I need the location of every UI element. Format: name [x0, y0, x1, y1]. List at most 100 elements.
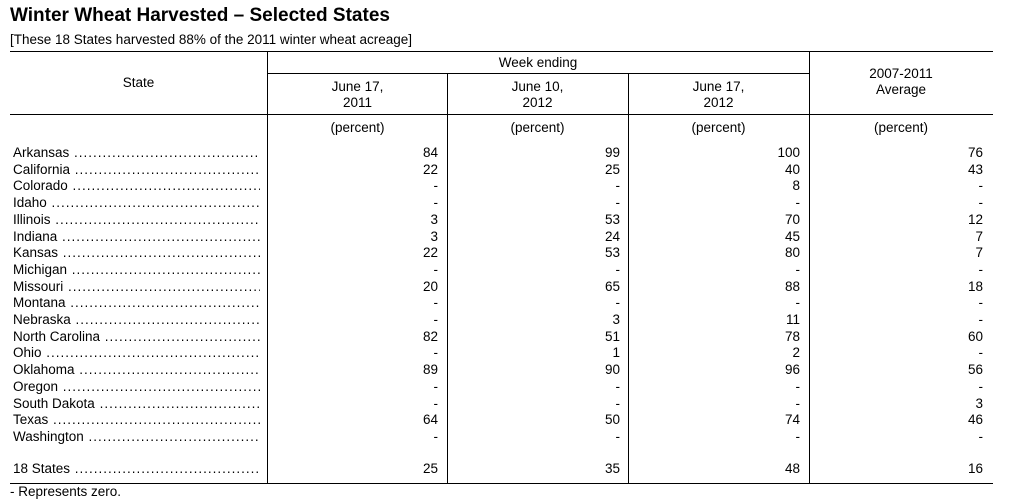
row-value-col-3: 8 [792, 178, 800, 194]
header-col-1: June 17, 2011 [267, 79, 448, 111]
table-row: Illinois ...............................… [0, 212, 1024, 229]
row-value-col-1: - [433, 378, 439, 394]
row-value-col-4: 3 [975, 395, 983, 411]
row-state-label: Idaho [13, 195, 47, 211]
row-value-col-2: 1 [612, 345, 620, 361]
row-value-col-1: 3 [430, 211, 438, 227]
row-value-col-2: - [615, 428, 621, 444]
row-value-col-4: 7 [975, 245, 983, 261]
bottom-rule [10, 483, 993, 484]
row-value-col-2: 50 [604, 412, 620, 428]
row-value-col-2: 65 [604, 278, 620, 294]
row-value-col-3: 2 [792, 345, 800, 361]
row-value-col-1: - [433, 195, 439, 211]
table-row: Colorado ...............................… [0, 178, 1024, 195]
row-value-col-3: 100 [777, 145, 800, 160]
row-value-col-2: 25 [604, 161, 620, 177]
table-row: Montana ................................… [0, 295, 1024, 312]
row-value-col-2: - [615, 378, 621, 394]
row-state-label: Montana [13, 295, 66, 311]
leader-dots: ........................................… [99, 395, 260, 411]
week-ending-rule [267, 73, 809, 74]
header-col-3: June 17, 2012 [628, 79, 809, 111]
table-title: Winter Wheat Harvested – Selected States [10, 5, 390, 26]
header-col-4-line2: Average [875, 82, 927, 97]
table-row: Kansas .................................… [0, 245, 1024, 262]
row-value-col-2: 90 [604, 362, 620, 378]
col-divider-3 [628, 73, 629, 484]
leader-dots: ........................................… [68, 278, 260, 294]
row-state-label: Texas [13, 412, 49, 428]
table-row: North Carolina .........................… [0, 329, 1024, 346]
row-value-col-3: 78 [784, 328, 800, 344]
row-value-col-2: - [615, 295, 621, 311]
leader-dots: ........................................… [74, 460, 260, 476]
row-state-cell: Kansas .................................… [13, 245, 260, 261]
leader-dots: ........................................… [74, 161, 260, 177]
leader-dots: ........................................… [75, 312, 260, 327]
unit-col-1: (percent) [330, 120, 385, 135]
row-value-col-1: - [433, 428, 439, 444]
leader-dots: ........................................… [88, 428, 260, 444]
header-week-ending: Week ending [498, 55, 578, 70]
header-col-3-line1: June 17, [692, 79, 745, 94]
row-value-col-1: 3 [430, 228, 438, 244]
row-value-col-2: 51 [604, 328, 620, 344]
table-subtitle: [These 18 States harvested 88% of the 20… [10, 32, 413, 47]
footnote: - Represents zero. [10, 484, 122, 499]
row-value-col-4: - [978, 295, 984, 311]
row-value-col-4: 43 [967, 161, 983, 177]
row-value-col-3: - [795, 261, 801, 277]
table-row: California .............................… [0, 162, 1024, 179]
col-divider-2 [447, 73, 448, 484]
row-value-col-2: 35 [604, 460, 620, 476]
row-value-col-3: 48 [784, 460, 800, 476]
row-state-label: Illinois [13, 211, 51, 227]
row-value-col-1: - [433, 295, 439, 311]
leader-dots: ........................................… [46, 345, 260, 361]
unit-col-2: (percent) [510, 120, 565, 135]
leader-dots: ........................................… [70, 295, 260, 311]
row-value-col-1: - [433, 261, 439, 277]
row-state-label: Oklahoma [13, 362, 75, 378]
leader-dots: ........................................… [74, 145, 260, 160]
row-value-col-1: - [433, 178, 439, 194]
row-value-col-1: 84 [422, 145, 438, 160]
header-col-2: June 10, 2012 [447, 79, 628, 111]
row-value-col-1: 22 [422, 161, 438, 177]
row-state-label: Nebraska [13, 312, 71, 327]
row-value-col-4: 12 [967, 211, 983, 227]
row-state-cell: Montana ................................… [13, 295, 260, 311]
row-value-col-3: 96 [784, 362, 800, 378]
row-state-label: Washington [13, 428, 84, 444]
col-divider-1 [267, 51, 268, 484]
row-value-col-4: - [978, 378, 984, 394]
row-state-cell: Oklahoma ...............................… [13, 362, 260, 378]
row-state-cell: Oregon .................................… [13, 379, 260, 395]
table-row: Oregon .................................… [0, 379, 1024, 396]
row-value-col-1: - [433, 395, 439, 411]
leader-dots: ........................................… [51, 195, 260, 211]
row-value-col-4: 60 [967, 328, 983, 344]
row-value-col-4: - [978, 195, 984, 211]
row-value-col-2: 24 [604, 228, 620, 244]
row-state-cell: Nebraska ...............................… [13, 312, 260, 328]
row-value-col-4: - [978, 261, 984, 277]
row-value-col-1: 22 [422, 245, 438, 261]
row-value-col-2: 3 [612, 312, 620, 327]
row-value-col-1: - [433, 345, 439, 361]
row-value-col-3: 88 [784, 278, 800, 294]
row-state-cell: Idaho ..................................… [13, 195, 260, 211]
row-state-label: Colorado [13, 178, 68, 194]
table-row: Texas ..................................… [0, 412, 1024, 429]
row-value-col-4: 76 [967, 145, 983, 160]
leader-dots: ........................................… [79, 362, 260, 378]
row-value-col-3: - [795, 195, 801, 211]
row-value-col-2: - [615, 261, 621, 277]
row-value-col-1: 89 [422, 362, 438, 378]
unit-col-3: (percent) [691, 120, 746, 135]
row-value-col-4: - [978, 345, 984, 361]
row-value-col-4: 18 [967, 278, 983, 294]
leader-dots: ........................................… [53, 412, 260, 428]
header-bottom-rule [10, 114, 993, 115]
